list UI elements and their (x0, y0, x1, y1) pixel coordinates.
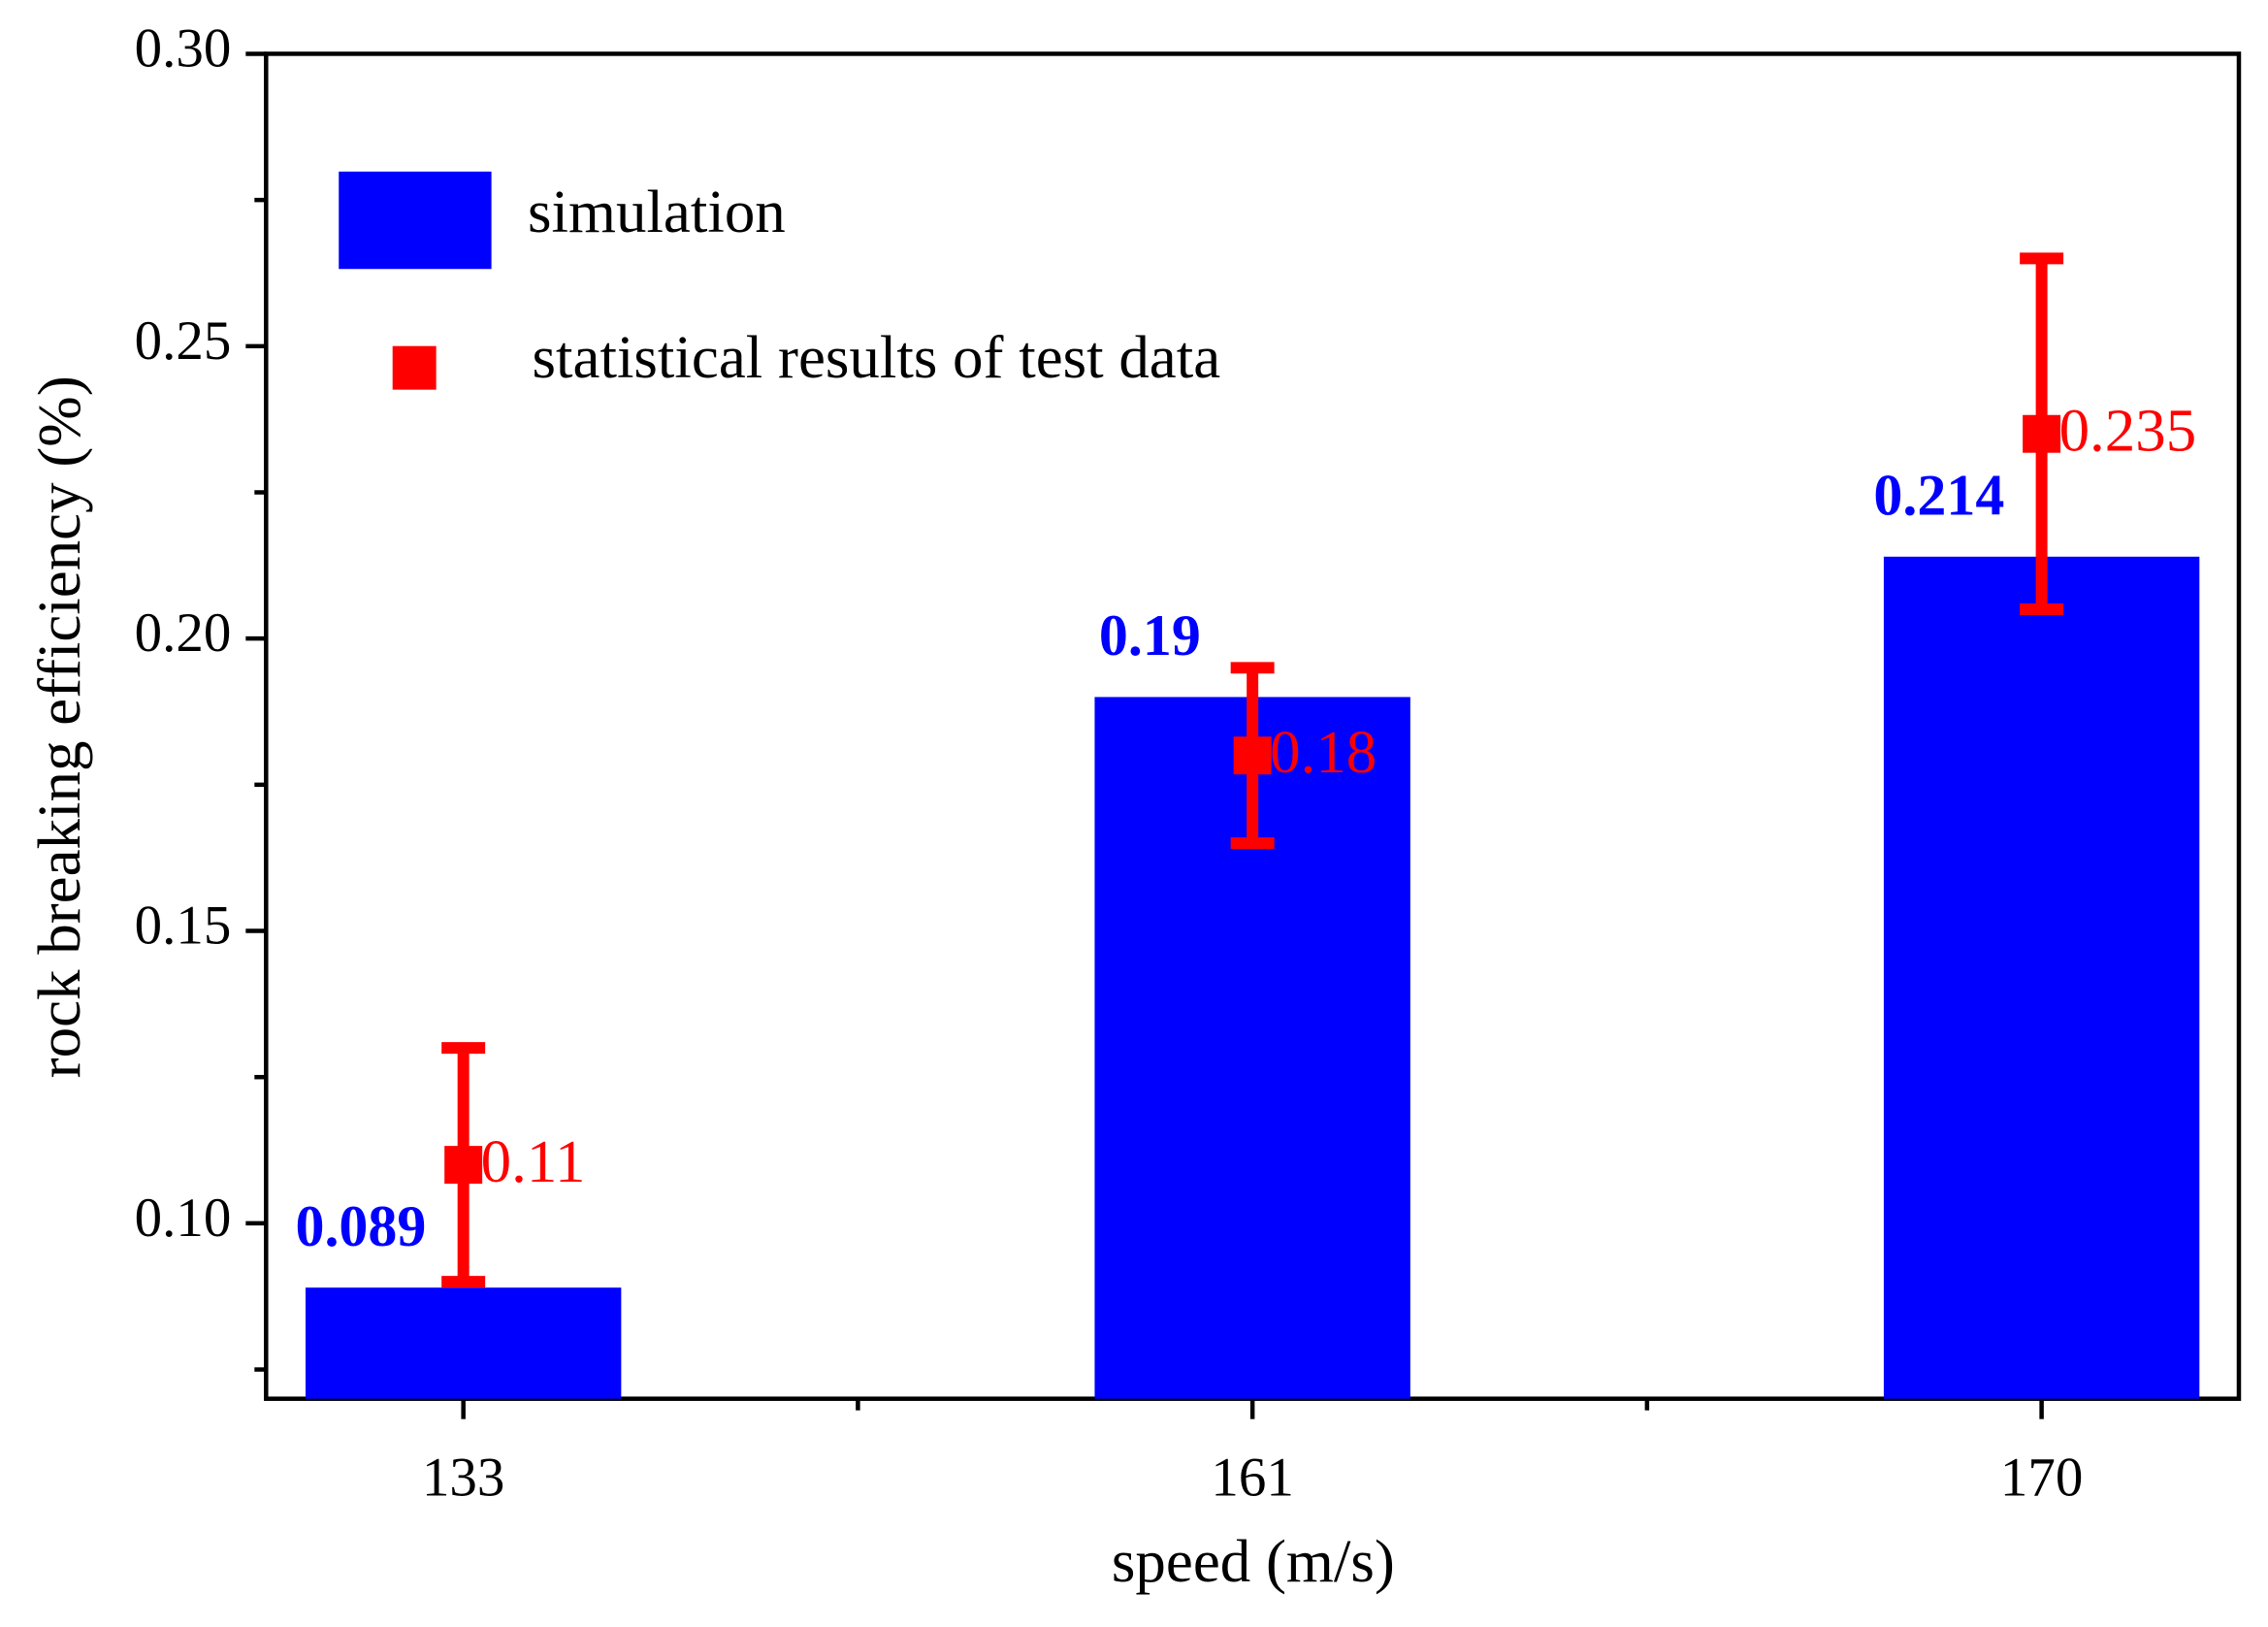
legend-swatch (392, 345, 437, 390)
y-tick-label: 0.20 (135, 602, 232, 664)
x-tick-label: 170 (2000, 1448, 2083, 1509)
x-tick-label: 133 (422, 1448, 504, 1509)
point-value-label: 0.235 (2059, 397, 2197, 465)
bar-value-label: 0.214 (1873, 464, 2004, 528)
y-tick-label: 0.25 (135, 310, 232, 372)
y-axis-label: rock breaking efficiency (%) (25, 375, 93, 1078)
legend-swatch (339, 171, 492, 270)
point-value-label: 0.18 (1270, 718, 1377, 786)
y-tick-label: 0.30 (135, 18, 232, 80)
legend-label: statistical results of test data (533, 323, 1221, 391)
test-point (1233, 736, 1272, 775)
y-tick-label: 0.15 (135, 895, 232, 957)
bar (1883, 556, 2200, 1399)
legend-label: simulation (528, 178, 786, 245)
x-axis-label: speed (m/s) (1112, 1527, 1395, 1595)
bar-value-label: 0.089 (295, 1194, 426, 1258)
bar (305, 1287, 622, 1399)
point-value-label: 0.11 (481, 1127, 586, 1195)
test-point (2023, 414, 2061, 453)
y-tick-label: 0.10 (135, 1188, 232, 1249)
bar-value-label: 0.19 (1099, 603, 1201, 667)
x-tick-label: 161 (1211, 1448, 1293, 1509)
test-point (444, 1146, 483, 1185)
